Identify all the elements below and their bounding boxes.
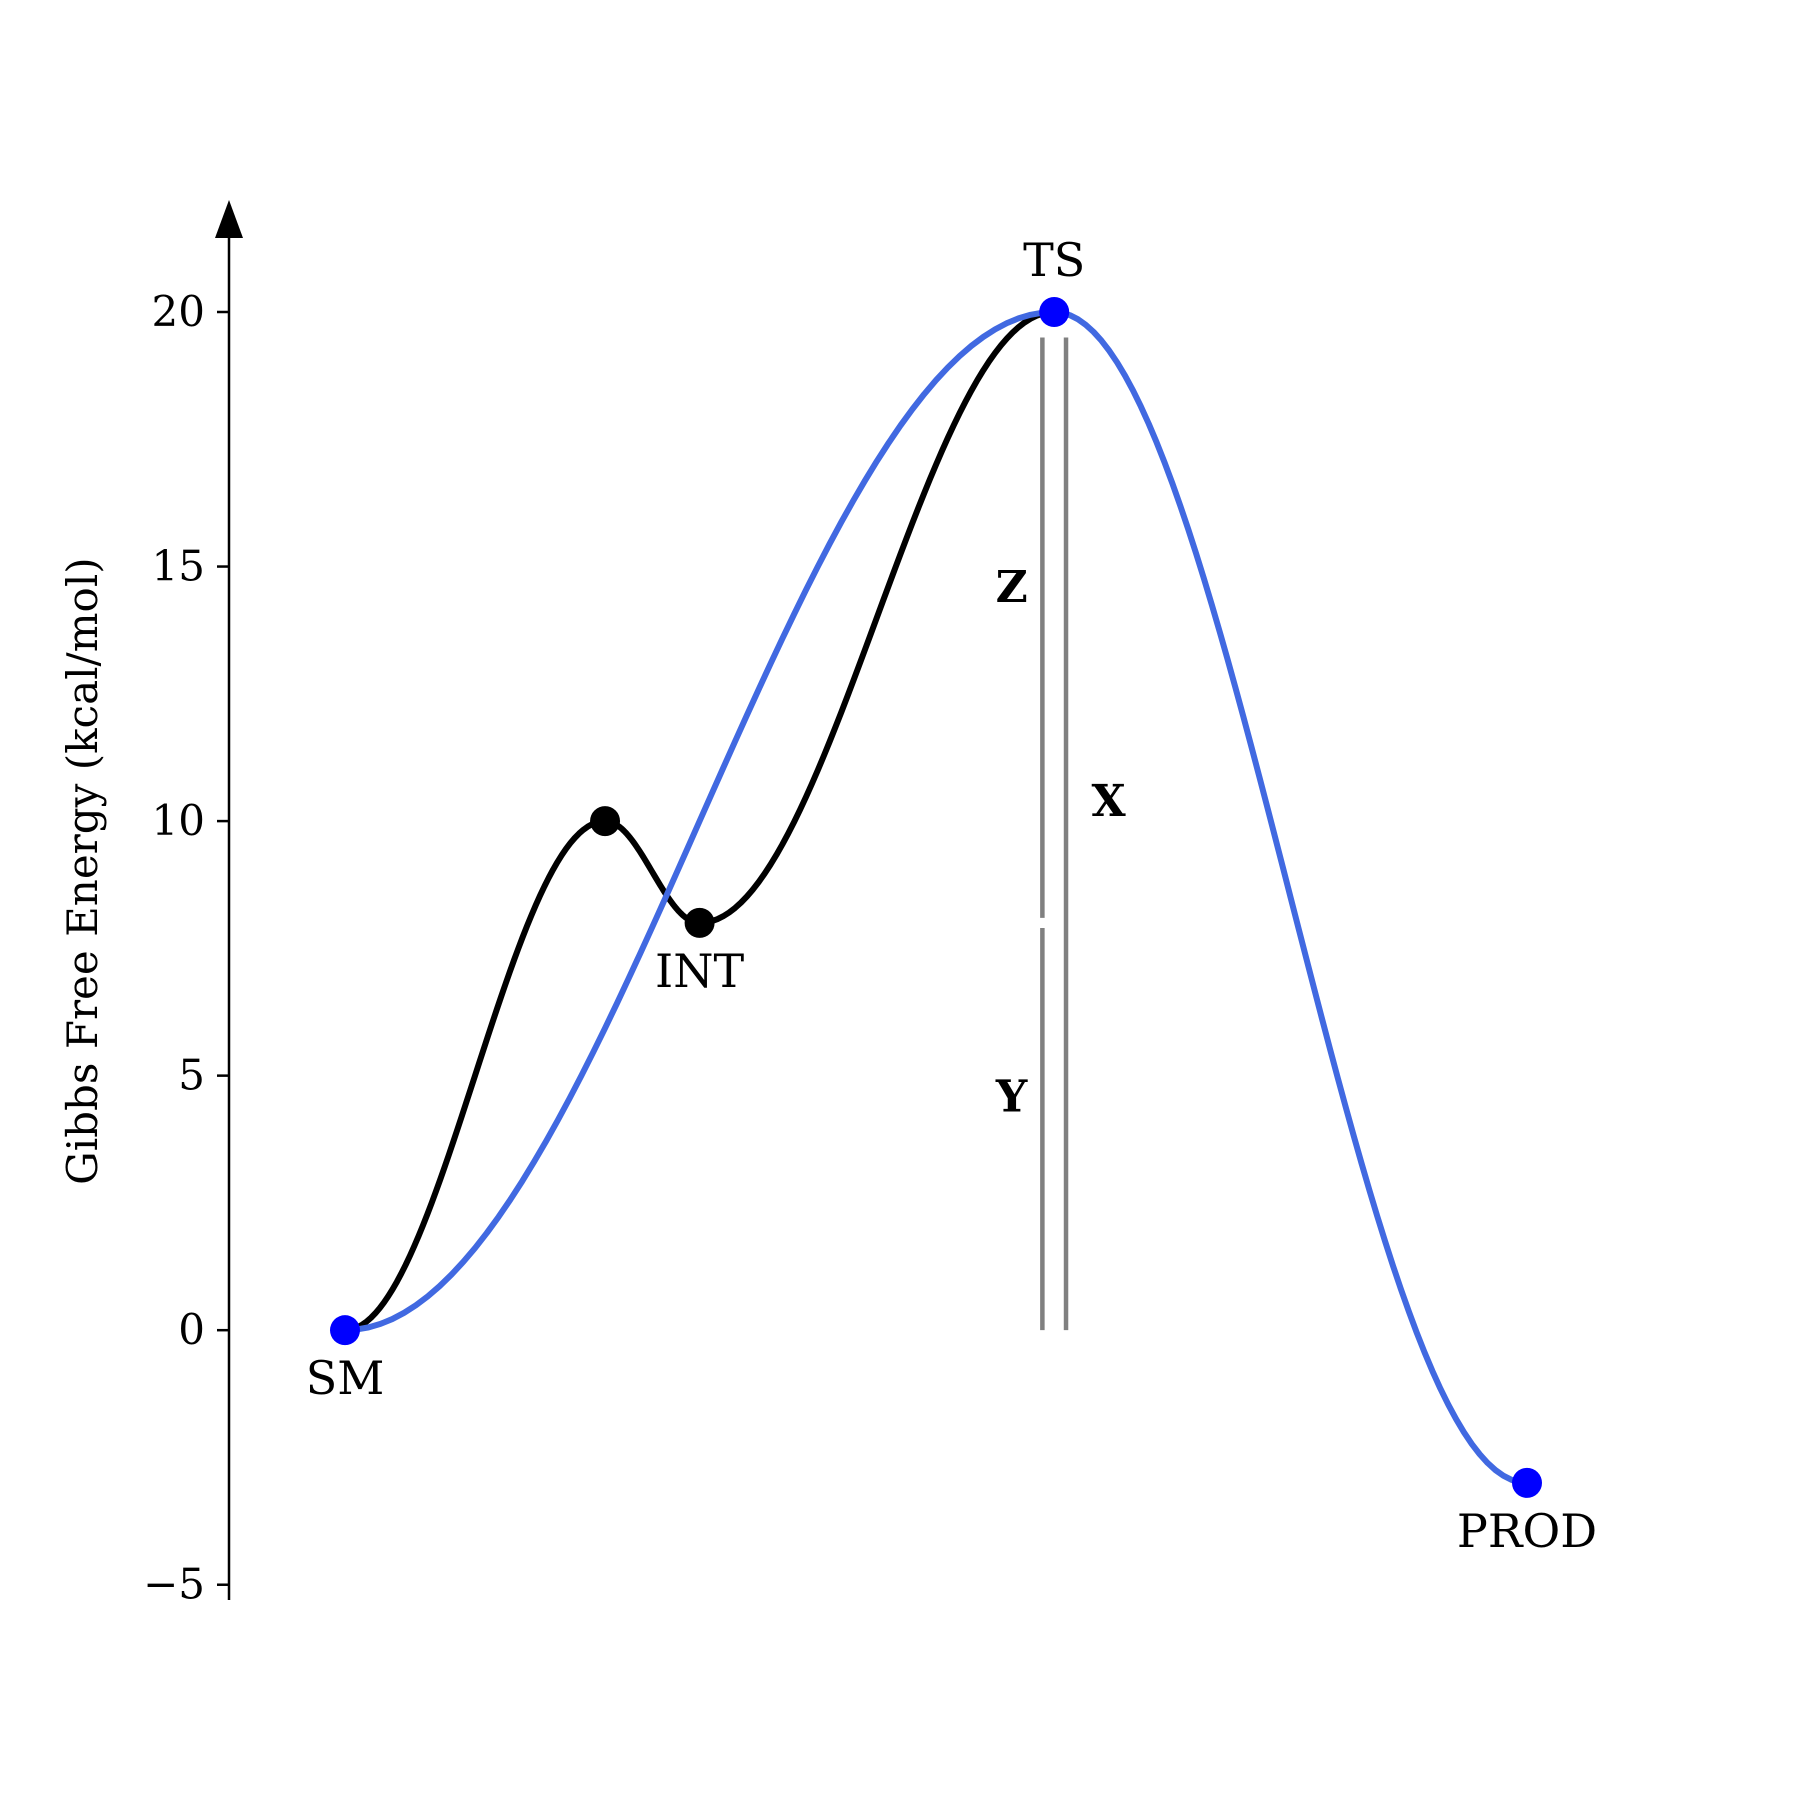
point-label-sm: SM [306, 1351, 385, 1405]
point-marker [1512, 1467, 1542, 1498]
series-lines [342, 309, 1530, 1486]
series-line-1 [342, 309, 1530, 1486]
y-axis-label: Gibbs Free Energy (kcal/mol) [58, 557, 107, 1184]
stationary-points [330, 297, 1542, 1498]
y-tick-label: 5 [178, 1051, 205, 1100]
bracket-label-x: X [1092, 776, 1127, 827]
point-marker [330, 1315, 360, 1346]
annotations: SM INT TS PROD Z Y X [306, 233, 1597, 1558]
y-axis-arrow [215, 200, 243, 238]
y-tick-label: 20 [152, 287, 205, 336]
point-label-int: INT [655, 944, 744, 998]
point-marker [590, 806, 621, 837]
y-tick-label: 10 [152, 796, 205, 845]
energy-brackets [1040, 337, 1069, 1331]
y-tick-label: −5 [143, 1560, 205, 1609]
bracket-label-z: Z [996, 562, 1028, 613]
y-tick-label: 0 [178, 1305, 205, 1354]
point-label-ts: TS [1023, 233, 1085, 287]
point-marker [684, 907, 715, 938]
y-tick-label: 15 [152, 542, 205, 591]
series-line-0 [342, 309, 1058, 1334]
point-label-prod: PROD [1457, 1504, 1597, 1558]
bracket-label-y: Y [995, 1071, 1028, 1122]
point-marker [1039, 297, 1070, 327]
y-axis: −5 0 5 10 15 20 [143, 200, 243, 1609]
